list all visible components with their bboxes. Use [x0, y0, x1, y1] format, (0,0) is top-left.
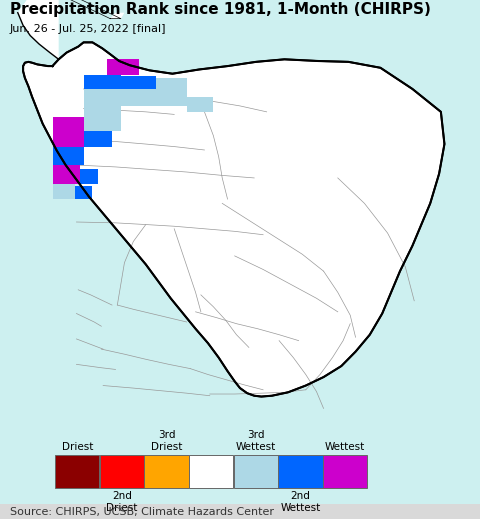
Text: 3rd
Wettest: 3rd Wettest	[236, 430, 276, 452]
Polygon shape	[107, 59, 139, 75]
Polygon shape	[53, 117, 84, 131]
Polygon shape	[84, 75, 121, 89]
Polygon shape	[75, 186, 93, 199]
Polygon shape	[84, 89, 121, 106]
Text: Wettest: Wettest	[325, 442, 365, 452]
Polygon shape	[110, 12, 124, 19]
Polygon shape	[156, 78, 187, 93]
Polygon shape	[84, 117, 121, 131]
Polygon shape	[23, 43, 444, 397]
Polygon shape	[80, 170, 98, 184]
Polygon shape	[121, 76, 156, 89]
Bar	[278, 455, 323, 488]
Polygon shape	[156, 93, 187, 106]
Text: 3rd
Driest: 3rd Driest	[151, 430, 182, 452]
Polygon shape	[53, 131, 84, 146]
Polygon shape	[53, 184, 75, 199]
Polygon shape	[187, 98, 213, 112]
Polygon shape	[121, 89, 156, 106]
Bar	[55, 455, 99, 488]
Text: Source: CHIRPS, UCSB, Climate Hazards Center: Source: CHIRPS, UCSB, Climate Hazards Ce…	[10, 507, 274, 517]
Polygon shape	[53, 146, 84, 165]
Bar	[0, 504, 480, 519]
Bar	[189, 455, 233, 488]
Polygon shape	[53, 165, 80, 184]
Polygon shape	[84, 131, 112, 146]
Polygon shape	[18, 0, 59, 59]
Bar	[100, 455, 144, 488]
Bar	[323, 455, 367, 488]
Bar	[144, 455, 189, 488]
Text: Jun. 26 - Jul. 25, 2022 [final]: Jun. 26 - Jul. 25, 2022 [final]	[10, 24, 166, 34]
Bar	[234, 455, 278, 488]
Text: Precipitation Rank since 1981, 1-Month (CHIRPS): Precipitation Rank since 1981, 1-Month (…	[10, 2, 431, 17]
Text: Driest: Driest	[61, 442, 93, 452]
Text: 2nd
Driest: 2nd Driest	[106, 491, 138, 513]
Polygon shape	[84, 106, 121, 117]
Text: 2nd
Wettest: 2nd Wettest	[280, 491, 321, 513]
